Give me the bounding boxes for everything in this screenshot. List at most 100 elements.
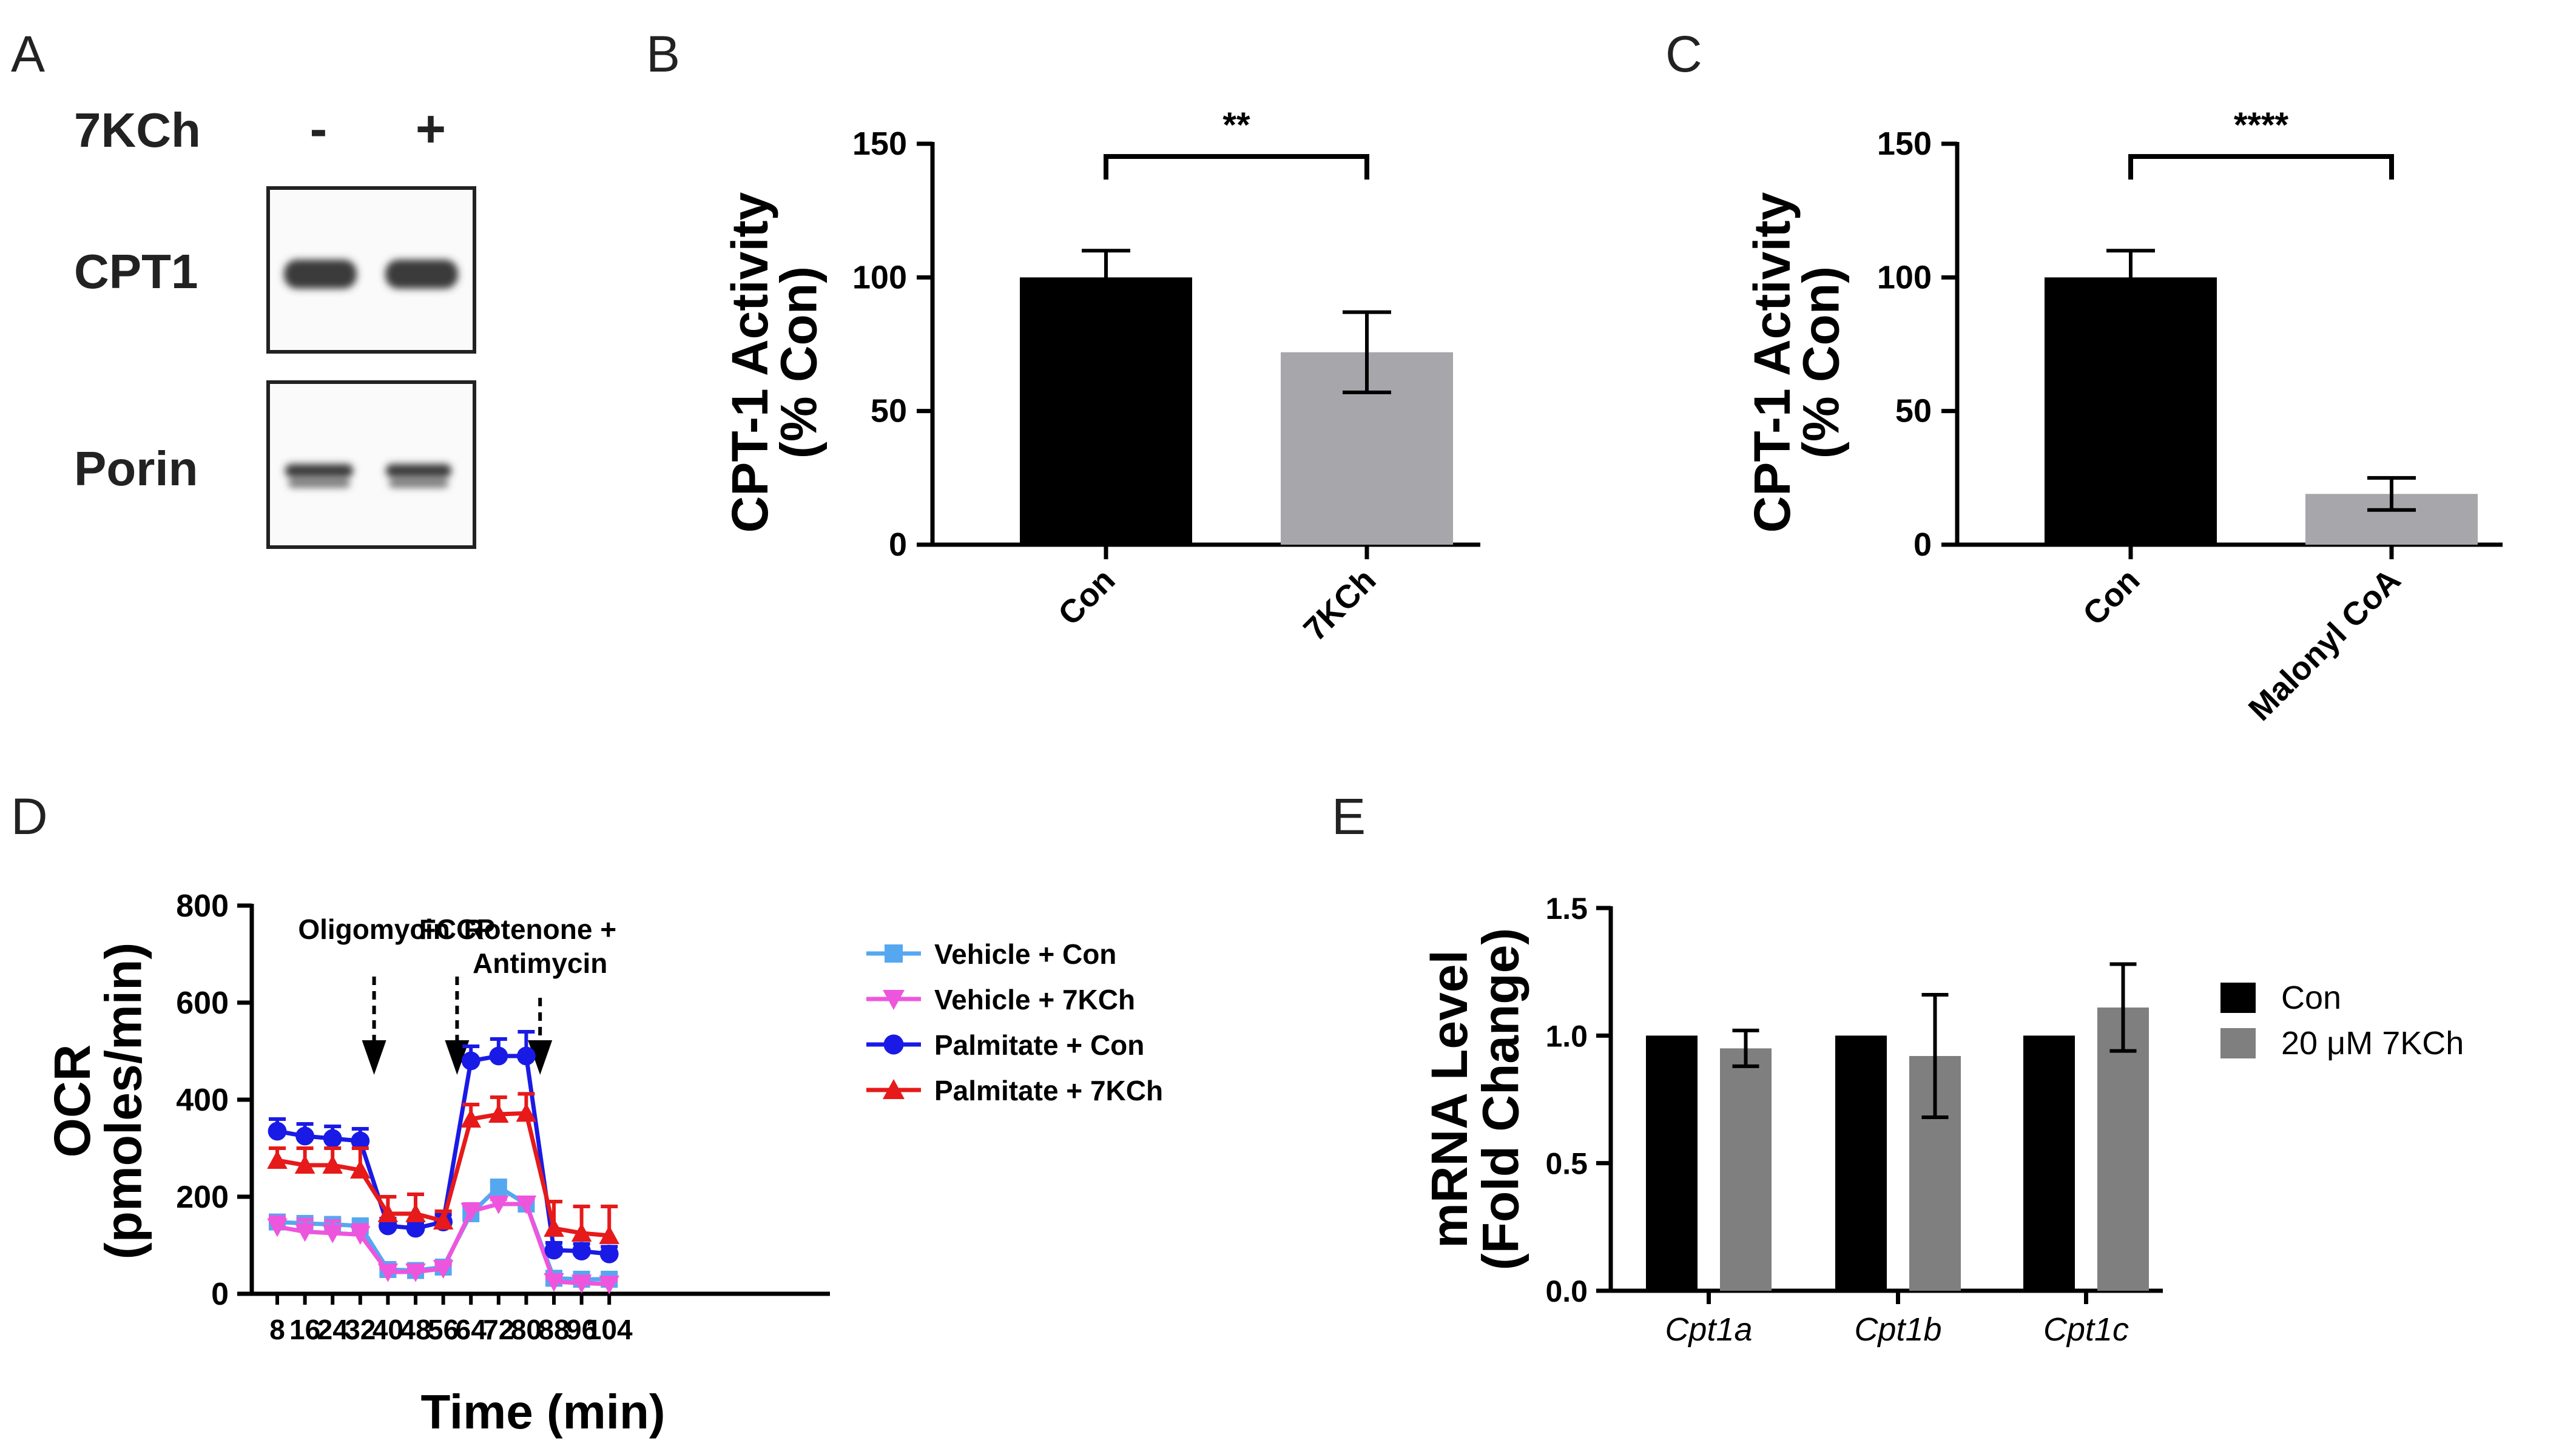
panel-label-e: E: [1332, 788, 1366, 845]
bar-con: [2045, 277, 2217, 545]
data-point: [268, 1122, 287, 1141]
x-tick-label-group: Malonyl CoA: [2242, 562, 2408, 728]
y-tick-label: 0.0: [1545, 1274, 1588, 1308]
data-point: [488, 1104, 509, 1123]
data-point: [461, 1051, 480, 1071]
chart-c: 0 50 100 150 Con Malonyl CoA **** CPT-1 Activit…: [1744, 106, 2503, 728]
legend-label: Palmitate + 7KCh: [934, 1075, 1163, 1106]
panel-b: B 0 50 100 150 Con 7KCh ** CPT-1 Activity(% Con…: [646, 25, 1480, 648]
x-tick-label: 96: [566, 1314, 597, 1345]
x-tick-label: 32: [345, 1314, 376, 1345]
data-point: [351, 1131, 370, 1151]
x-tick-label: 48: [400, 1314, 431, 1345]
data-point: [350, 1226, 371, 1245]
x-tick-label: 40: [373, 1314, 403, 1345]
y-axis-label-line1: mRNA Level: [1421, 950, 1478, 1248]
y-tick-label: 100: [852, 259, 907, 295]
injection-arrow-head: [445, 1040, 470, 1075]
data-point: [516, 1103, 537, 1122]
x-tick-label: 80: [511, 1314, 542, 1345]
y-tick-label: 150: [852, 126, 907, 162]
data-point: [406, 1219, 425, 1238]
data-point: [323, 1129, 342, 1148]
y-tick-label: 50: [1895, 393, 1932, 429]
y-axis-label: CPT-1 Activity(% Con): [721, 192, 827, 533]
x-axis-label: Time (min): [420, 1385, 665, 1439]
data-point: [599, 1245, 619, 1263]
data-point: [571, 1274, 592, 1294]
injection-arrow-head: [362, 1040, 386, 1075]
x-tick-label: 16: [289, 1314, 320, 1345]
significance-stars: **: [1222, 106, 1250, 145]
data-point: [405, 1203, 426, 1222]
panel-a: A 7KCh - + CPT1 Porin: [11, 25, 476, 549]
bar-cpt1c-7kch: [2097, 1007, 2149, 1291]
series-vehicle-7kch: [267, 1196, 619, 1294]
bar-cpt1b-con: [1835, 1035, 1887, 1291]
panel-label-b: B: [646, 25, 680, 82]
data-point: [294, 1223, 315, 1242]
y-axis-label-line1: OCR: [44, 1044, 101, 1158]
data-point: [516, 1196, 537, 1214]
y-axis-label: mRNA Level(Fold Change): [1421, 928, 1529, 1271]
y-tick-label: 400: [176, 1083, 229, 1118]
x-tick-label-group: Con: [1051, 562, 1122, 633]
y-tick-label: 100: [1877, 259, 1932, 295]
data-point: [267, 1218, 288, 1237]
legend-label-7kch: 20 μM 7KCh: [2281, 1025, 2464, 1061]
legend-swatch-con: [2220, 983, 2256, 1013]
x-tick-label: 8: [269, 1314, 285, 1345]
x-tick-label: 72: [483, 1314, 514, 1345]
panel-label-a: A: [11, 25, 45, 82]
legend-label: Vehicle + Con: [934, 938, 1116, 970]
legend: Con 20 μM 7KCh: [2220, 980, 2464, 1061]
legend-label-unit: μ: [2327, 1025, 2345, 1061]
legend-label-con: Con: [2281, 980, 2341, 1016]
data-point: [377, 1263, 399, 1282]
data-point: [489, 1046, 508, 1066]
data-point: [599, 1225, 619, 1244]
data-point: [322, 1155, 343, 1174]
significance-stars: ****: [2234, 106, 2289, 145]
y-axis-label-line2: (Fold Change): [1472, 928, 1529, 1271]
x-tick-label-group: Con: [2076, 562, 2147, 633]
bar-cpt1a-con: [1646, 1035, 1698, 1291]
x-tick-label: Malonyl CoA: [2242, 562, 2408, 728]
data-point: [377, 1203, 399, 1222]
data-point: [433, 1260, 454, 1279]
data-point: [267, 1150, 288, 1169]
data-point: [544, 1273, 564, 1292]
y-tick-label: 0: [211, 1277, 229, 1312]
x-tick-label: 56: [428, 1314, 459, 1345]
porin-bands: [285, 464, 451, 488]
panel-label-c: C: [1665, 25, 1702, 82]
treatment-annotation-line1: Rotenone +: [464, 913, 616, 945]
treatment-annotation: FCCP: [419, 913, 495, 945]
y-axis-label: CPT-1 Activity(% Con): [1744, 192, 1849, 533]
bar-cpt1c-con: [2023, 1035, 2075, 1291]
panel-d: D 0 200 400 600 800 8 162432404856647280889610…: [11, 788, 1163, 1439]
data-point: [460, 1109, 481, 1128]
data-point: [460, 1203, 481, 1222]
blot-label-cpt1: CPT1: [74, 244, 198, 298]
minus-sign: -: [310, 100, 328, 158]
x-tick-label: 64: [456, 1314, 487, 1345]
panel-c: C 0 50 100 150 Con Malonyl CoA **** CPT-1 Activ…: [1665, 25, 2503, 728]
legend-label-suffix: M 7KCh: [2345, 1025, 2464, 1061]
x-tick-label: 7KCh: [1296, 562, 1383, 648]
y-tick-label: 150: [1877, 126, 1932, 162]
y-tick-label: 0: [889, 526, 907, 563]
cpt1-bands: [284, 260, 458, 289]
data-point: [322, 1225, 343, 1243]
y-axis-label-line1: CPT-1 Activity: [1744, 192, 1801, 533]
y-tick-label: 1.5: [1545, 892, 1588, 926]
x-tick-label: 104: [586, 1314, 633, 1345]
legend-marker: [885, 944, 903, 963]
x-tick-label-group: 7KCh: [1296, 562, 1383, 648]
data-point: [405, 1263, 426, 1282]
data-point: [294, 1155, 315, 1174]
porin-subband-con: [288, 479, 350, 488]
data-point: [572, 1242, 591, 1260]
y-tick-label: 1.0: [1545, 1019, 1588, 1053]
legend-label: Palmitate + Con: [934, 1029, 1144, 1061]
